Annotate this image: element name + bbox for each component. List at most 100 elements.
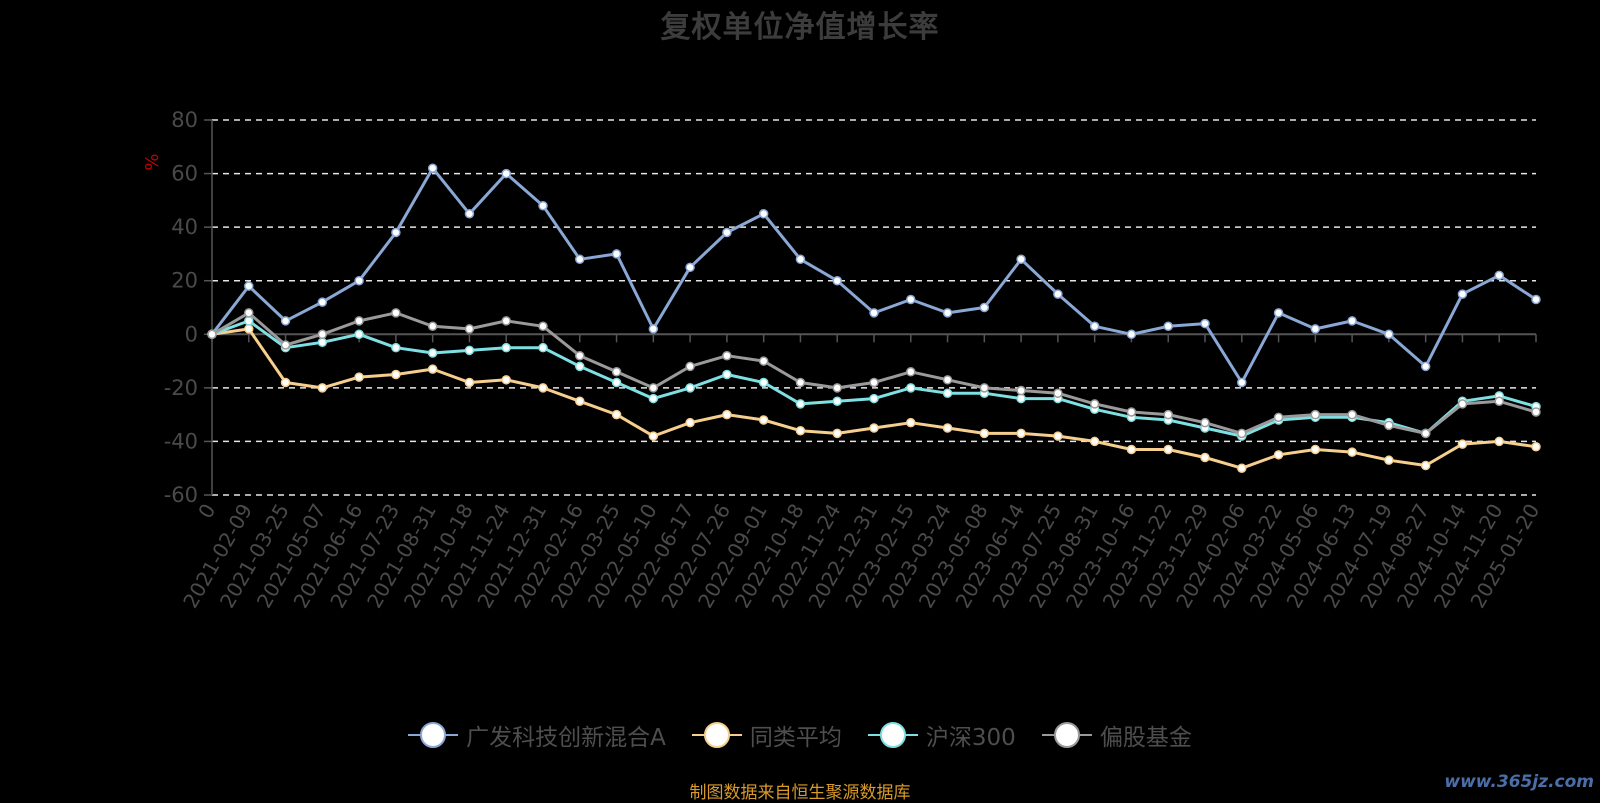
data-point xyxy=(942,423,953,433)
data-point xyxy=(391,369,401,380)
data-point xyxy=(1347,447,1357,457)
data-point xyxy=(1420,428,1431,439)
data-point xyxy=(538,342,548,353)
data-point xyxy=(611,409,622,420)
data-point xyxy=(391,227,401,238)
chart-title: 复权单位净值增长率 xyxy=(660,10,940,45)
watermark: www.365jz.com xyxy=(1444,772,1594,792)
data-point xyxy=(501,168,511,179)
y-axis-label: % xyxy=(142,153,163,170)
data-point xyxy=(795,254,806,265)
data-point xyxy=(391,342,401,353)
grid-lines xyxy=(212,119,1536,496)
data-point xyxy=(575,396,585,406)
data-point xyxy=(1310,444,1321,455)
data-point xyxy=(1347,316,1357,326)
legend-marker-icon xyxy=(408,721,459,749)
y-tick-label: 40 xyxy=(171,215,198,239)
data-point xyxy=(722,369,732,380)
data-point xyxy=(1016,428,1026,439)
data-point xyxy=(832,275,842,286)
y-tick-label: 20 xyxy=(171,269,198,293)
data-point xyxy=(1089,321,1100,331)
series-lines xyxy=(207,163,1541,473)
line-chart: 806040200-20-40-60%02021-02-092021-03-25… xyxy=(142,108,1544,612)
data-point xyxy=(1237,428,1247,439)
data-point xyxy=(906,417,916,428)
data-point xyxy=(1531,407,1541,417)
data-point xyxy=(906,383,916,393)
data-point xyxy=(722,227,732,238)
data-point xyxy=(1494,396,1504,406)
legend-item-3[interactable]: 偏股基金 xyxy=(1041,718,1192,752)
data-point xyxy=(575,350,585,361)
data-point xyxy=(979,302,990,313)
data-point xyxy=(354,275,364,286)
data-point xyxy=(1053,388,1063,398)
data-point xyxy=(575,361,585,372)
data-point xyxy=(942,308,953,318)
data-point xyxy=(1126,444,1137,455)
data-point xyxy=(354,329,364,340)
data-point xyxy=(501,342,511,353)
legend-label: 偏股基金 xyxy=(1099,725,1192,751)
data-point xyxy=(1420,361,1431,372)
data-point xyxy=(722,409,732,420)
data-point xyxy=(575,254,585,265)
data-point xyxy=(722,350,732,361)
legend-item-0[interactable]: 广发科技创新混合A xyxy=(408,718,666,752)
data-point xyxy=(1089,436,1100,447)
data-point xyxy=(354,316,364,326)
data-point xyxy=(464,345,475,356)
data-point xyxy=(1310,409,1321,420)
data-point xyxy=(611,377,622,388)
data-point xyxy=(758,377,769,388)
data-point xyxy=(832,428,842,439)
data-point xyxy=(317,329,328,340)
y-tick-label: 80 xyxy=(171,108,198,132)
data-point xyxy=(1200,417,1210,428)
data-point xyxy=(1457,439,1468,449)
data-point xyxy=(1126,407,1137,417)
data-point xyxy=(1384,329,1394,340)
y-tick-label: 0 xyxy=(185,322,198,346)
data-point xyxy=(648,431,659,441)
data-point xyxy=(244,316,254,326)
data-point xyxy=(648,383,659,393)
data-point xyxy=(906,294,916,305)
source-note: 制图数据来自恒生聚源数据库 xyxy=(689,783,911,803)
data-point xyxy=(538,321,548,331)
data-point xyxy=(538,200,548,211)
data-point xyxy=(758,356,769,366)
data-point xyxy=(1053,289,1063,299)
data-point xyxy=(685,361,695,372)
data-point xyxy=(979,383,990,393)
y-tick-label: -40 xyxy=(164,429,198,453)
data-point xyxy=(1347,409,1357,420)
data-point xyxy=(1457,399,1468,409)
legend-item-1[interactable]: 同类平均 xyxy=(691,718,842,752)
data-point xyxy=(464,324,475,334)
data-point xyxy=(1420,460,1431,471)
data-point xyxy=(869,377,879,388)
data-point xyxy=(942,388,953,398)
data-point xyxy=(280,316,291,326)
legend-item-2[interactable]: 沪深300 xyxy=(867,718,1016,752)
data-point xyxy=(685,383,695,393)
data-point xyxy=(1531,294,1541,305)
data-point xyxy=(1531,442,1541,452)
data-point xyxy=(611,249,622,259)
data-point xyxy=(1016,385,1026,396)
data-point xyxy=(758,415,769,425)
data-point xyxy=(795,377,806,388)
data-point xyxy=(1163,444,1173,455)
data-point xyxy=(207,329,217,340)
tick-labels: 806040200-20-40-60%02021-02-092021-03-25… xyxy=(142,108,1544,612)
data-point xyxy=(1237,463,1247,473)
legend-label: 沪深300 xyxy=(925,725,1016,751)
data-point xyxy=(869,393,879,404)
data-point xyxy=(1457,289,1468,299)
data-point xyxy=(942,375,953,385)
data-point xyxy=(1200,452,1210,463)
data-point xyxy=(1016,254,1026,265)
